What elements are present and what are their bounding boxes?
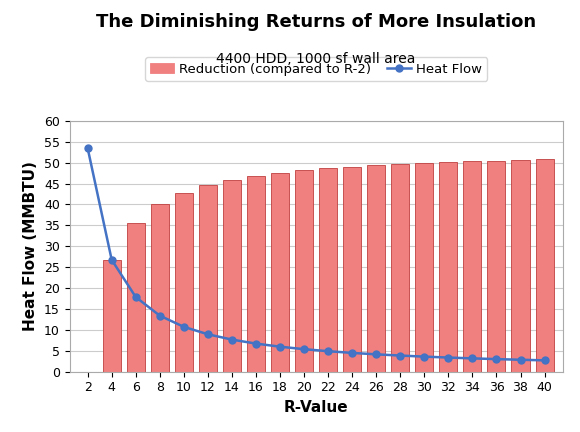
Heat Flow bbox=[108, 257, 115, 262]
Bar bbox=[151, 204, 169, 372]
Bar bbox=[343, 167, 361, 372]
Bar bbox=[463, 161, 481, 372]
Heat Flow bbox=[325, 349, 332, 354]
Heat Flow bbox=[252, 341, 259, 346]
Heat Flow bbox=[397, 353, 404, 358]
Heat Flow bbox=[204, 332, 211, 337]
Heat Flow bbox=[229, 337, 235, 342]
Bar bbox=[199, 185, 217, 372]
Heat Flow bbox=[541, 358, 548, 363]
Heat Flow bbox=[517, 357, 524, 362]
Bar bbox=[271, 173, 289, 372]
Y-axis label: Heat Flow (MMBTU): Heat Flow (MMBTU) bbox=[23, 161, 38, 331]
Bar bbox=[367, 165, 385, 372]
Heat Flow bbox=[84, 146, 91, 151]
Heat Flow bbox=[180, 324, 187, 330]
Heat Flow bbox=[349, 350, 356, 356]
X-axis label: R-Value: R-Value bbox=[284, 400, 349, 415]
Bar bbox=[535, 159, 553, 372]
Heat Flow bbox=[132, 295, 139, 300]
Bar bbox=[247, 176, 265, 372]
Bar bbox=[392, 164, 409, 372]
Heat Flow bbox=[469, 356, 476, 361]
Bar bbox=[175, 193, 193, 372]
Heat Flow bbox=[493, 356, 500, 362]
Heat Flow bbox=[445, 355, 452, 360]
Bar bbox=[295, 171, 313, 372]
Heat Flow bbox=[373, 352, 380, 357]
Line: Heat Flow: Heat Flow bbox=[84, 145, 548, 364]
Bar bbox=[223, 180, 241, 372]
Bar bbox=[440, 162, 458, 372]
Bar bbox=[512, 160, 530, 372]
Bar bbox=[126, 222, 145, 372]
Heat Flow bbox=[277, 344, 284, 349]
Bar bbox=[319, 168, 337, 372]
Text: The Diminishing Returns of More Insulation: The Diminishing Returns of More Insulati… bbox=[96, 13, 536, 31]
Text: 4400 HDD, 1000 sf wall area: 4400 HDD, 1000 sf wall area bbox=[216, 52, 416, 66]
Heat Flow bbox=[300, 346, 307, 352]
Heat Flow bbox=[156, 313, 163, 318]
Heat Flow bbox=[421, 354, 428, 359]
Bar bbox=[103, 260, 121, 372]
Bar bbox=[415, 163, 433, 372]
Legend: Reduction (compared to R-2), Heat Flow: Reduction (compared to R-2), Heat Flow bbox=[145, 57, 487, 81]
Bar bbox=[487, 161, 506, 372]
